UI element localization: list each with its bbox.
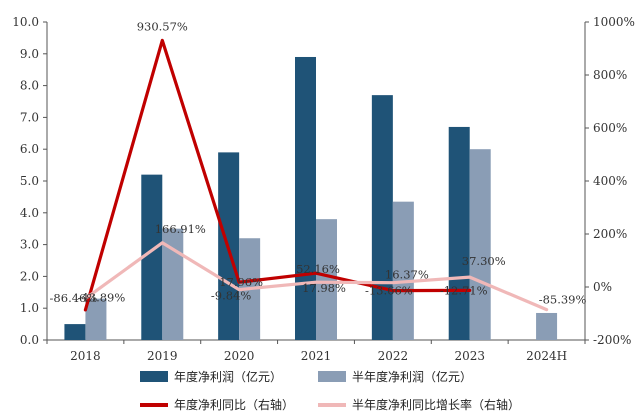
left-tick-label: 3.0 [20,238,39,252]
bar-annual-2019 [141,174,163,340]
x-tick-label: 2021 [301,349,332,363]
x-tick-label: 2020 [224,349,255,363]
bar-half-year-2024H [536,312,558,340]
x-tick-label: 2022 [378,349,409,363]
legend-label-2: 年度净利同比（右轴） [174,397,294,412]
x-tick-label: 2024H [526,349,567,363]
half-year-yoy-label-2019: 166.91% [155,222,206,236]
left-tick-label: 2.0 [20,269,39,283]
legend-label-0: 年度净利润（亿元） [174,369,282,384]
x-tick-label: 2023 [454,349,485,363]
bar-half-year-2019 [162,228,184,340]
legend-label-3: 半年度净利同比增长率（右轴） [352,397,520,412]
left-tick-label: 7.0 [20,110,39,124]
annual-yoy-label-2020: 17.96% [219,275,263,289]
bar-annual-2022 [371,95,393,340]
half-year-yoy-label-2021: 17.98% [302,281,346,295]
half-year-yoy-label-2022: 16.37% [385,268,429,282]
bar-annual-2018 [64,324,86,340]
left-tick-label: 5.0 [20,174,39,188]
annual-yoy-label-2023: -12.71% [440,283,488,297]
right-tick-label: 200% [593,227,627,241]
left-tick-label: 4.0 [20,206,39,220]
left-tick-label: 9.0 [20,47,39,61]
bar-half-year-2021 [316,219,337,340]
left-tick-label: 0.0 [20,333,39,347]
right-tick-label: 800% [593,68,627,82]
annual-yoy-label-2019: 930.57% [137,19,188,33]
bar-half-year-2022 [392,201,414,340]
x-tick-label: 2018 [70,349,101,363]
left-tick-label: 6.0 [20,142,39,156]
left-tick-label: 8.0 [20,79,39,93]
legend-label-1: 半年度净利润（亿元） [352,369,472,384]
legend-swatch-0 [140,371,168,382]
line-half-year-yoy [83,241,549,312]
half-year-yoy-label-2023: 37.30% [462,254,506,268]
annual-yoy-label-2018: -86.46% [50,291,98,305]
left-tick-label: 1.0 [20,301,39,315]
legend-swatch-1 [318,371,346,382]
line-annual-yoy [83,38,472,312]
bar-annual-2021 [295,56,316,340]
right-tick-label: 1000% [593,15,635,29]
right-tick-label: -200% [593,333,631,347]
half-year-yoy-label-2020: -9.84% [211,289,251,303]
annual-yoy-label-2022: -13.66% [365,284,413,298]
half-year-yoy-label-2018: -43.89% [78,291,126,305]
left-tick-label: 10.0 [12,15,39,29]
annual-yoy-label-2021: 52.16% [296,262,340,276]
x-tick-label: 2019 [147,349,178,363]
bar-annual-2023 [448,126,470,340]
bar-half-year-2023 [469,149,491,340]
bar-half-year-2018 [85,298,107,340]
half-year-yoy-label-2024H: -85.39% [539,293,587,307]
right-tick-label: 0% [593,280,612,294]
right-tick-label: 400% [593,174,627,188]
right-tick-label: 600% [593,121,627,135]
